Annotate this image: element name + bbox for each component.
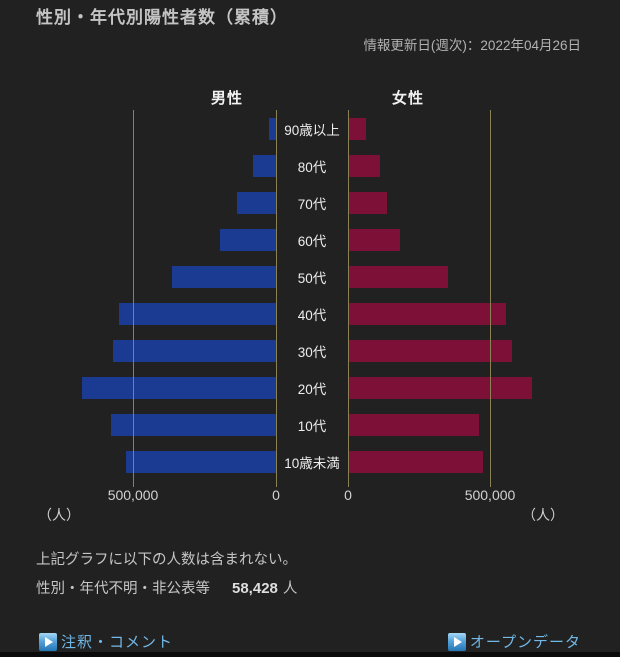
page-title: 性別・年代別陽性者数（累積） bbox=[36, 8, 288, 27]
female-bar-4 bbox=[348, 265, 448, 288]
tick-label-female-0: 0 bbox=[344, 487, 352, 503]
male-bar-1 bbox=[253, 154, 276, 177]
female-bar-7 bbox=[348, 376, 532, 399]
age-label-2: 70代 bbox=[297, 196, 327, 212]
male-bar-7 bbox=[81, 376, 276, 399]
annotations-comments-link-label: 注釈・コメント bbox=[61, 634, 174, 651]
unknown-count-unit: 人 bbox=[282, 581, 298, 597]
tick-label-male-0: 0 bbox=[272, 487, 280, 503]
play-arrow-icon bbox=[447, 632, 466, 651]
open-data-link[interactable]: オープンデータ bbox=[447, 631, 581, 652]
age-label-5: 40代 bbox=[297, 307, 327, 323]
female-bar-9 bbox=[348, 450, 484, 473]
female-bar-6 bbox=[348, 339, 513, 362]
axis-tick bbox=[347, 481, 349, 487]
male-bar-0 bbox=[269, 117, 276, 140]
male-gridline-500k bbox=[132, 110, 134, 481]
female-bar-1 bbox=[348, 154, 380, 177]
age-label-0: 90歳以上 bbox=[284, 122, 340, 138]
age-label-4: 50代 bbox=[297, 270, 327, 286]
female-bar-2 bbox=[348, 191, 387, 214]
male-bar-8 bbox=[111, 413, 276, 436]
axis-tick bbox=[489, 481, 491, 487]
age-label-6: 30代 bbox=[297, 344, 327, 360]
open-data-link-label: オープンデータ bbox=[469, 634, 581, 651]
male-bar-9 bbox=[125, 450, 276, 473]
annotations-comments-link[interactable]: 注釈・コメント bbox=[39, 631, 173, 652]
age-label-1: 80代 bbox=[297, 159, 327, 175]
unit-label-right: （人） bbox=[522, 507, 564, 523]
update-date-label: 情報更新日(週次)：2022年04月26日 bbox=[363, 38, 581, 53]
male-bar-3 bbox=[220, 228, 276, 251]
female-bar-3 bbox=[348, 228, 400, 251]
unknown-count-line: 性別・年代不明・非公表等 58,428 人 bbox=[36, 577, 297, 598]
female-series-header: 女性 bbox=[391, 90, 425, 107]
axis-tick bbox=[132, 481, 134, 487]
female-bar-5 bbox=[348, 302, 507, 325]
age-label-3: 60代 bbox=[297, 233, 327, 249]
female-gridline-500k bbox=[489, 110, 491, 481]
bottom-border-band bbox=[0, 652, 620, 657]
male-bar-panel bbox=[77, 110, 276, 480]
female-axis-line bbox=[347, 110, 349, 481]
age-label-8: 10代 bbox=[297, 418, 327, 434]
exclusion-note: 上記グラフに以下の人数は含まれない。 bbox=[36, 552, 297, 568]
male-series-header: 男性 bbox=[210, 90, 244, 107]
play-arrow-icon bbox=[39, 632, 57, 651]
female-bar-0 bbox=[348, 117, 366, 140]
male-bar-5 bbox=[118, 302, 276, 325]
tick-label-male-500k: 500,000 bbox=[107, 487, 159, 503]
unknown-count-label: 性別・年代不明・非公表等 bbox=[36, 581, 210, 597]
age-label-column: 90歳以上 80代 70代 60代 50代 40代 30代 20代 10代 10歳未満 bbox=[276, 110, 348, 480]
axis-tick bbox=[275, 481, 277, 487]
male-bar-2 bbox=[237, 191, 276, 214]
unit-label-left: （人） bbox=[38, 507, 80, 523]
age-label-9: 10歳未満 bbox=[284, 455, 340, 471]
age-label-7: 20代 bbox=[297, 381, 327, 397]
male-bar-4 bbox=[171, 265, 276, 288]
unknown-count-value: 58,428 bbox=[232, 580, 278, 597]
male-axis-line bbox=[275, 110, 277, 481]
tick-label-female-500k: 500,000 bbox=[464, 487, 516, 503]
female-bar-8 bbox=[348, 413, 480, 436]
female-bar-panel bbox=[348, 110, 547, 480]
male-bar-6 bbox=[112, 339, 276, 362]
